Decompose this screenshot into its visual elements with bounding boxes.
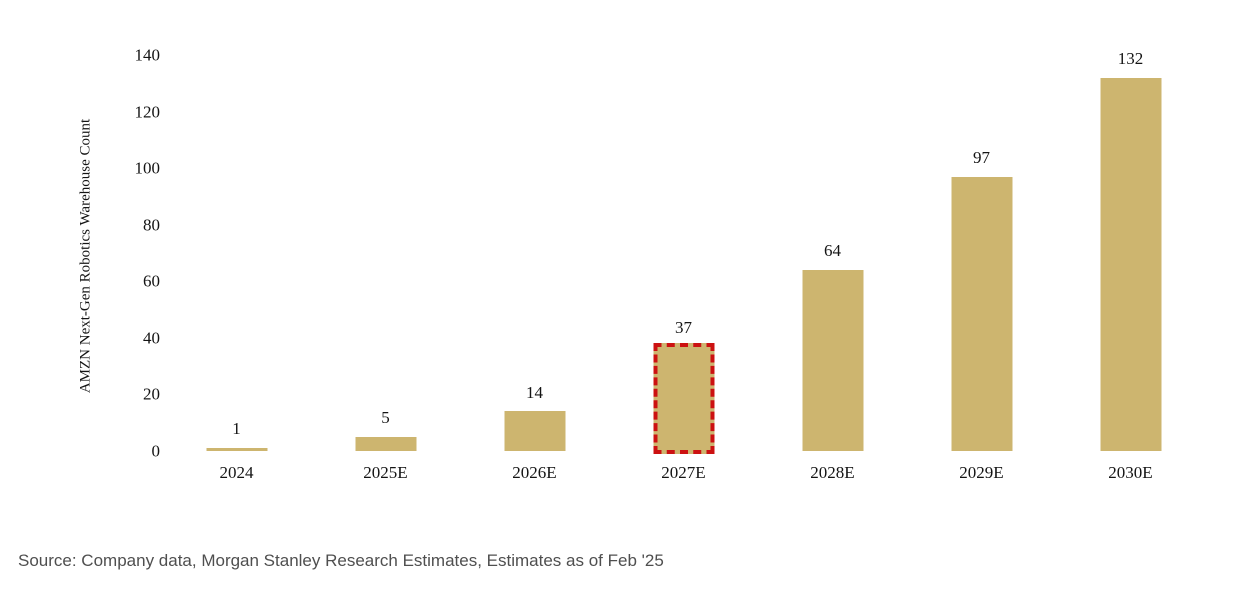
value-label-2026E: 14 <box>526 382 543 402</box>
value-label-2024: 1 <box>232 419 241 439</box>
y-axis-tick-labels: 0 20 40 60 80 100 120 140 <box>0 0 161 598</box>
y-tick-label-60: 60 <box>143 271 160 291</box>
x-category-label-2026E: 2026E <box>512 463 557 482</box>
y-tick-label-80: 80 <box>143 215 160 235</box>
y-tick-label-40: 40 <box>143 328 160 348</box>
y-tick-label-120: 120 <box>134 102 161 122</box>
bar-2030E <box>1100 77 1161 451</box>
bar-2028E <box>802 269 863 451</box>
value-label-2027E: 37 <box>675 317 692 337</box>
value-label-2030E: 132 <box>1117 48 1144 68</box>
bar-group-2029E: 97 2029E <box>907 55 1056 482</box>
value-label-2029E: 97 <box>973 147 990 167</box>
y-tick-label-20: 20 <box>143 384 160 404</box>
bar-group-2028E: 64 2028E <box>758 55 907 482</box>
x-category-label-2027E: 2027E <box>661 463 706 482</box>
value-label-2025E: 5 <box>381 408 390 428</box>
bar-2024 <box>206 448 267 451</box>
bar-2025E <box>355 436 416 451</box>
bar-group-2025E: 5 2025E <box>311 55 460 482</box>
y-tick-label-100: 100 <box>134 158 161 178</box>
x-category-label-2024: 2024 <box>219 463 254 482</box>
y-tick-label-140: 140 <box>134 45 161 65</box>
plot-area: 1 2024 5 2025E 14 2026E 37 2027E 64 2028E 97 2029E 1… <box>162 49 1205 482</box>
x-category-label-2028E: 2028E <box>810 463 855 482</box>
source-note: Source: Company data, Morgan Stanley Res… <box>18 551 664 570</box>
y-tick-label-0: 0 <box>151 441 161 461</box>
bar-group-2027E: 37 2027E <box>609 55 758 482</box>
bar-2026E <box>504 411 565 451</box>
bar-2027E-highlighted <box>653 343 714 454</box>
bar-group-2026E: 14 2026E <box>460 55 609 482</box>
x-category-label-2025E: 2025E <box>363 463 408 482</box>
x-category-label-2030E: 2030E <box>1108 463 1153 482</box>
x-category-label-2029E: 2029E <box>959 463 1004 482</box>
bar-group-2024: 1 2024 <box>162 55 311 482</box>
bar-2029E <box>951 176 1012 451</box>
value-label-2028E: 64 <box>824 241 841 261</box>
bar-group-2030E: 132 2030E <box>1056 49 1205 482</box>
